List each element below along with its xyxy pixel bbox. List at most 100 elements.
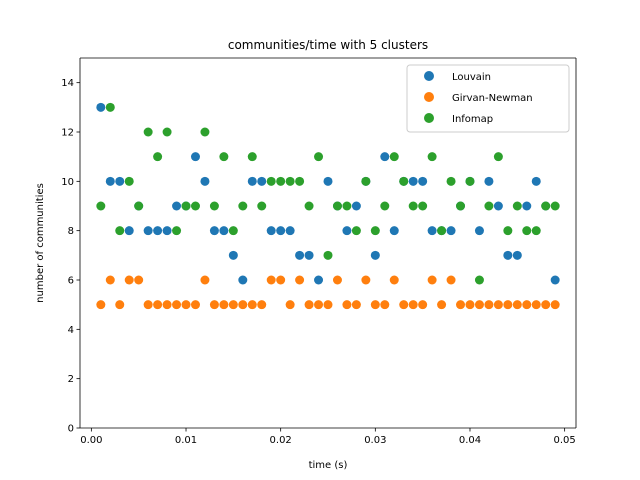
data-point-louvain <box>531 176 541 186</box>
data-point-louvain <box>285 226 295 236</box>
data-point-infomap <box>531 226 541 236</box>
data-point-louvain <box>172 201 182 211</box>
data-point-girvan-newman <box>181 300 191 310</box>
data-point-infomap <box>153 152 163 162</box>
data-point-girvan-newman <box>332 275 342 285</box>
data-point-louvain <box>295 250 305 260</box>
data-point-girvan-newman <box>105 275 115 285</box>
data-point-louvain <box>276 226 286 236</box>
data-point-girvan-newman <box>474 300 484 310</box>
data-point-louvain <box>484 176 494 186</box>
data-point-infomap <box>162 127 172 137</box>
data-point-infomap <box>351 226 361 236</box>
data-point-infomap <box>361 176 371 186</box>
data-point-louvain <box>446 226 456 236</box>
data-point-louvain <box>408 176 418 186</box>
data-point-louvain <box>304 250 314 260</box>
data-point-girvan-newman <box>493 300 503 310</box>
data-point-girvan-newman <box>190 300 200 310</box>
y-tick-label: 8 <box>68 226 74 237</box>
data-point-louvain <box>257 176 267 186</box>
data-point-infomap <box>266 176 276 186</box>
data-point-infomap <box>96 201 106 211</box>
data-point-louvain <box>389 226 399 236</box>
data-point-infomap <box>105 102 115 112</box>
data-point-louvain <box>266 226 276 236</box>
data-point-louvain <box>493 201 503 211</box>
data-point-louvain <box>219 226 229 236</box>
data-point-girvan-newman <box>200 275 210 285</box>
data-point-girvan-newman <box>351 300 361 310</box>
data-point-infomap <box>200 127 210 137</box>
data-point-infomap <box>550 201 560 211</box>
y-tick-label: 10 <box>61 177 74 188</box>
data-point-girvan-newman <box>238 300 248 310</box>
data-point-girvan-newman <box>370 300 380 310</box>
data-point-girvan-newman <box>295 275 305 285</box>
axes-frame <box>79 57 577 429</box>
data-point-girvan-newman <box>96 300 106 310</box>
data-point-infomap <box>493 152 503 162</box>
data-point-girvan-newman <box>209 300 219 310</box>
data-point-girvan-newman <box>531 300 541 310</box>
data-point-infomap <box>456 201 466 211</box>
data-point-infomap <box>484 201 494 211</box>
data-point-girvan-newman <box>162 300 172 310</box>
data-point-infomap <box>228 226 238 236</box>
y-axis-label: number of communities <box>35 183 46 303</box>
data-point-infomap <box>342 201 352 211</box>
data-point-infomap <box>314 152 324 162</box>
data-point-infomap <box>389 152 399 162</box>
data-point-girvan-newman <box>550 300 560 310</box>
data-point-girvan-newman <box>512 300 522 310</box>
legend-label-louvain: Louvain <box>452 72 491 83</box>
legend: Louvain Girvan-Newman Infomap <box>406 64 570 133</box>
data-point-infomap <box>247 152 257 162</box>
data-point-louvain <box>370 250 380 260</box>
data-point-girvan-newman <box>437 300 447 310</box>
legend-marker-infomap <box>424 113 434 123</box>
x-tick-label: 0.02 <box>270 435 292 446</box>
data-point-infomap <box>285 176 295 186</box>
data-point-girvan-newman <box>134 275 144 285</box>
data-point-girvan-newman <box>465 300 475 310</box>
data-point-louvain <box>124 226 134 236</box>
legend-frame <box>406 64 570 133</box>
data-point-girvan-newman <box>389 275 399 285</box>
data-point-girvan-newman <box>522 300 532 310</box>
data-point-girvan-newman <box>541 300 551 310</box>
data-point-louvain <box>209 226 219 236</box>
data-point-infomap <box>541 201 551 211</box>
data-point-louvain <box>247 176 257 186</box>
data-point-infomap <box>209 201 219 211</box>
data-point-girvan-newman <box>361 275 371 285</box>
data-point-girvan-newman <box>380 300 390 310</box>
data-point-infomap <box>172 226 182 236</box>
data-point-girvan-newman <box>427 275 437 285</box>
x-axis-ticks: 0.00 0.01 0.02 0.03 0.04 0.05 <box>80 428 576 446</box>
y-axis-ticks: 0 2 4 6 8 10 12 14 <box>61 78 80 435</box>
data-point-louvain <box>503 250 513 260</box>
data-point-infomap <box>257 201 267 211</box>
data-point-louvain <box>380 152 390 162</box>
data-point-infomap <box>503 226 513 236</box>
data-point-girvan-newman <box>257 300 267 310</box>
data-point-infomap <box>219 152 229 162</box>
data-point-girvan-newman <box>484 300 494 310</box>
data-point-girvan-newman <box>143 300 153 310</box>
data-point-louvain <box>115 176 125 186</box>
data-point-louvain <box>351 201 361 211</box>
data-point-girvan-newman <box>399 300 409 310</box>
x-tick-label: 0.05 <box>554 435 576 446</box>
data-point-infomap <box>115 226 125 236</box>
data-point-girvan-newman <box>276 275 286 285</box>
data-point-louvain <box>190 152 200 162</box>
data-point-girvan-newman <box>172 300 182 310</box>
y-tick-label: 12 <box>61 128 74 139</box>
data-point-girvan-newman <box>446 275 456 285</box>
data-point-girvan-newman <box>247 300 257 310</box>
data-point-louvain <box>143 226 153 236</box>
data-point-infomap <box>370 226 380 236</box>
x-axis-label: time (s) <box>309 460 348 471</box>
